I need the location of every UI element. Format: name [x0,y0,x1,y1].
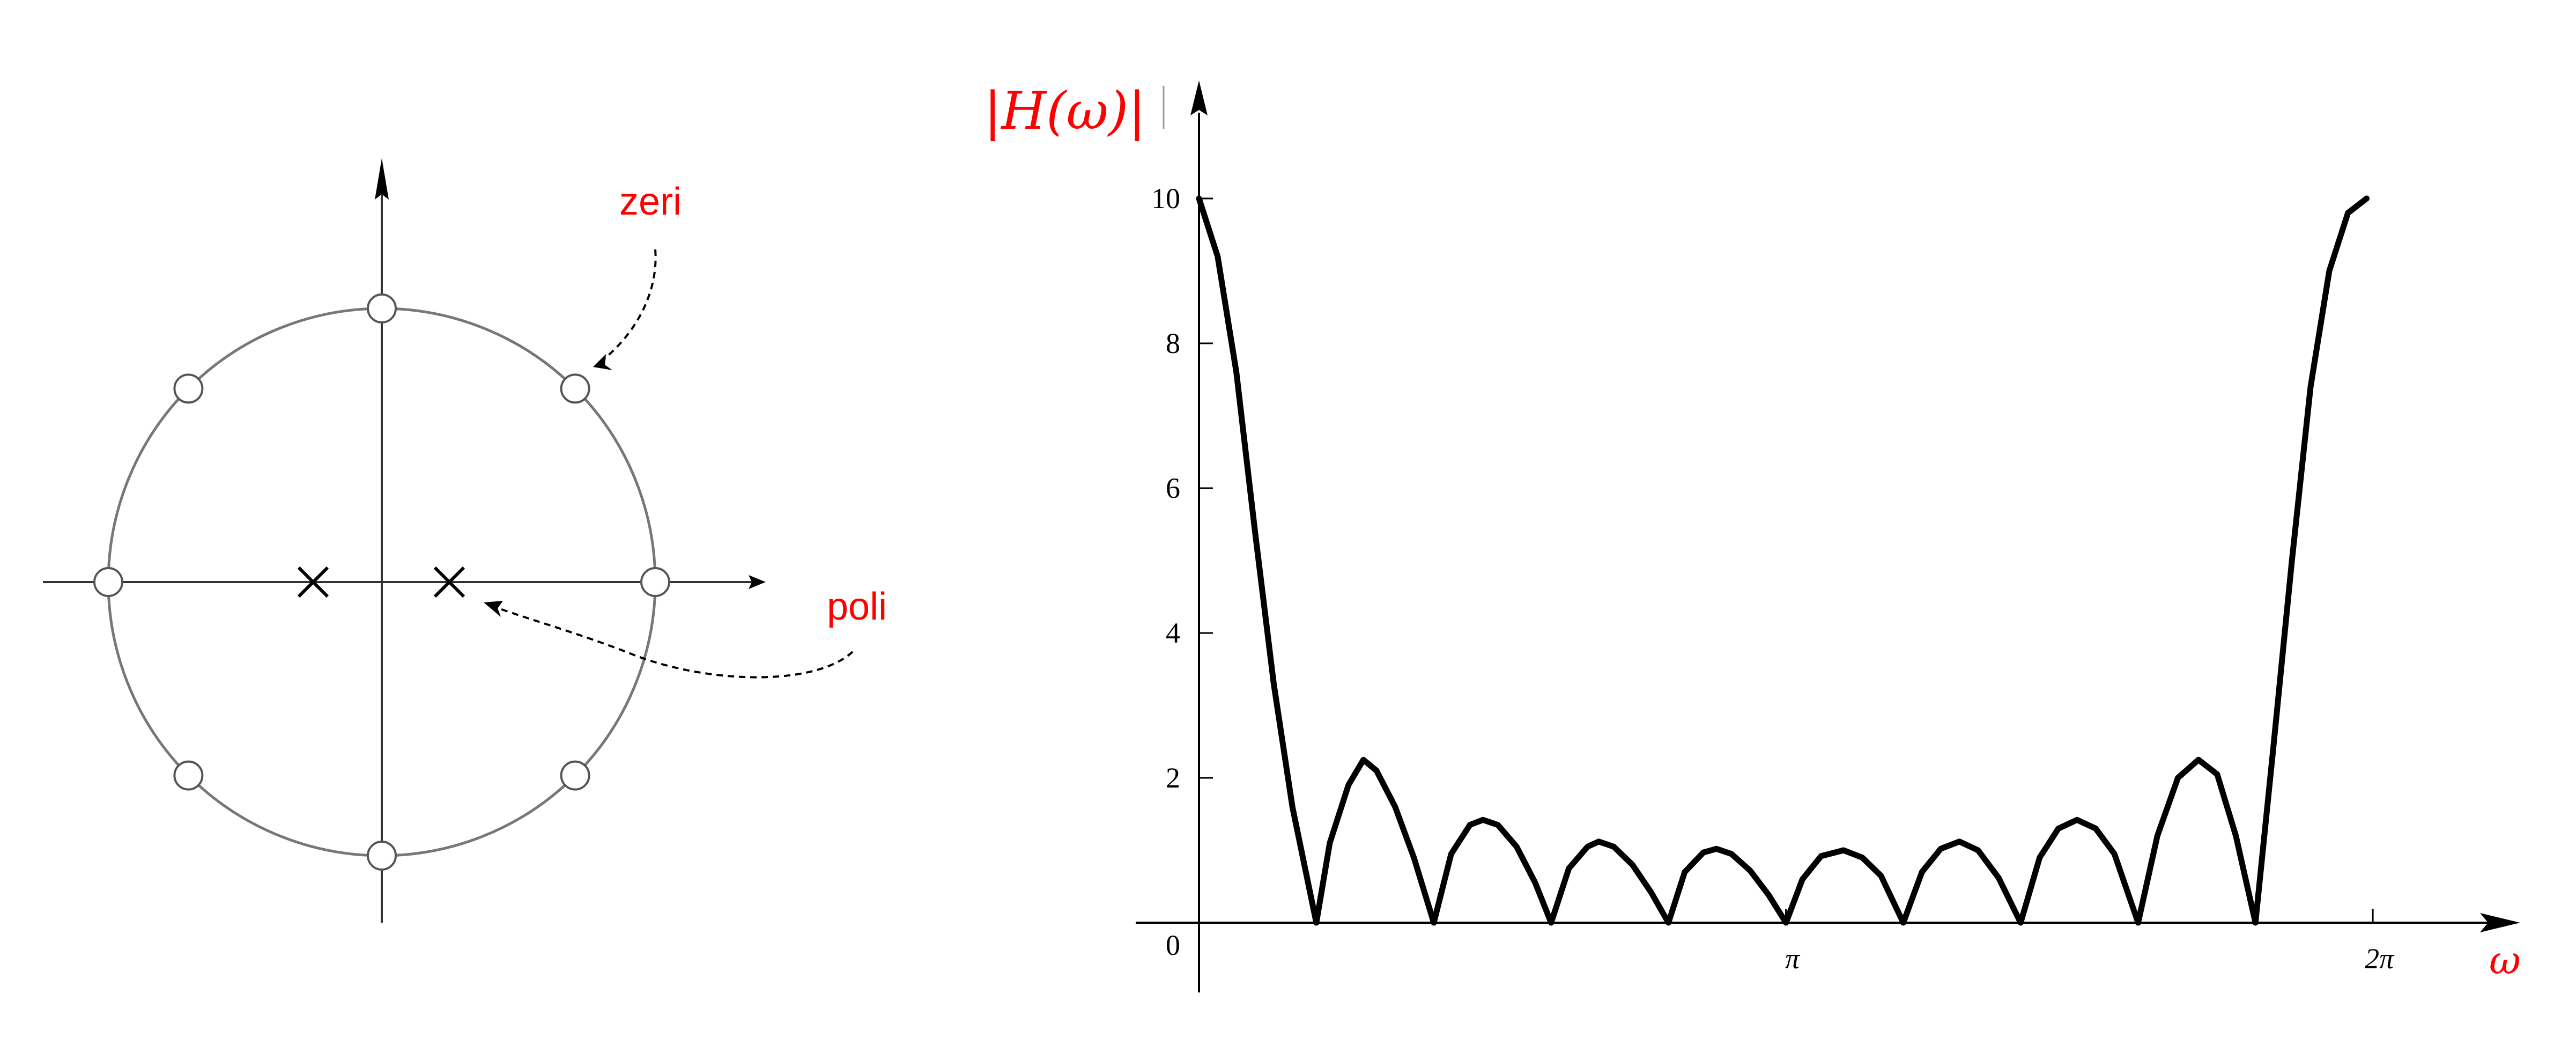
y-tick-label-8: 8 [1166,327,1180,359]
pole-1 [297,566,329,598]
y-tick-label-2: 2 [1166,762,1180,794]
magnitude-chart: 0 2 4 6 8 10 π 2π |H(ω)| ω [984,80,2521,992]
zero-marker-7 [367,841,397,871]
y-ticks: 0 2 4 6 8 10 [1151,182,1213,961]
zero-marker-1 [93,567,123,597]
y-tick-label-0: 0 [1166,929,1180,961]
zero-marker-3 [367,293,397,323]
zero-marker-2 [173,373,204,404]
chart-y-axis-arrow [1190,80,1208,115]
y-tick-label-4: 4 [1166,617,1180,649]
zeros-group [93,293,670,871]
pole-zero-diagram: zeri poli [43,158,887,923]
y-tick-label-6: 6 [1166,472,1180,504]
x-axis-label: ω [2489,938,2521,983]
poles-label: poli [827,585,887,628]
y-tick-label-10: 10 [1151,182,1180,215]
x-tick-label-2: 2π [2365,943,2395,975]
zeros-pointer-head [593,354,612,370]
zeros-label: zeri [619,180,682,223]
imaginary-axis-arrow [375,158,389,200]
y-axis-label: |H(ω)| [984,81,1146,141]
chart-x-axis-arrow [2480,913,2520,932]
magnitude-curve [1196,195,2370,926]
x-tick-label-1: π [1785,943,1801,975]
pole-2 [433,566,465,598]
zero-marker-8 [173,760,204,791]
zero-marker-4 [560,373,590,404]
real-axis-arrow [749,575,766,589]
x-ticks: π 2π [1785,909,2395,975]
zero-marker-6 [560,760,590,791]
poles-pointer-arrow [493,605,854,679]
poles-pointer-head [484,601,503,617]
zeros-pointer-arrow [598,249,657,364]
zero-marker-5 [640,567,670,597]
